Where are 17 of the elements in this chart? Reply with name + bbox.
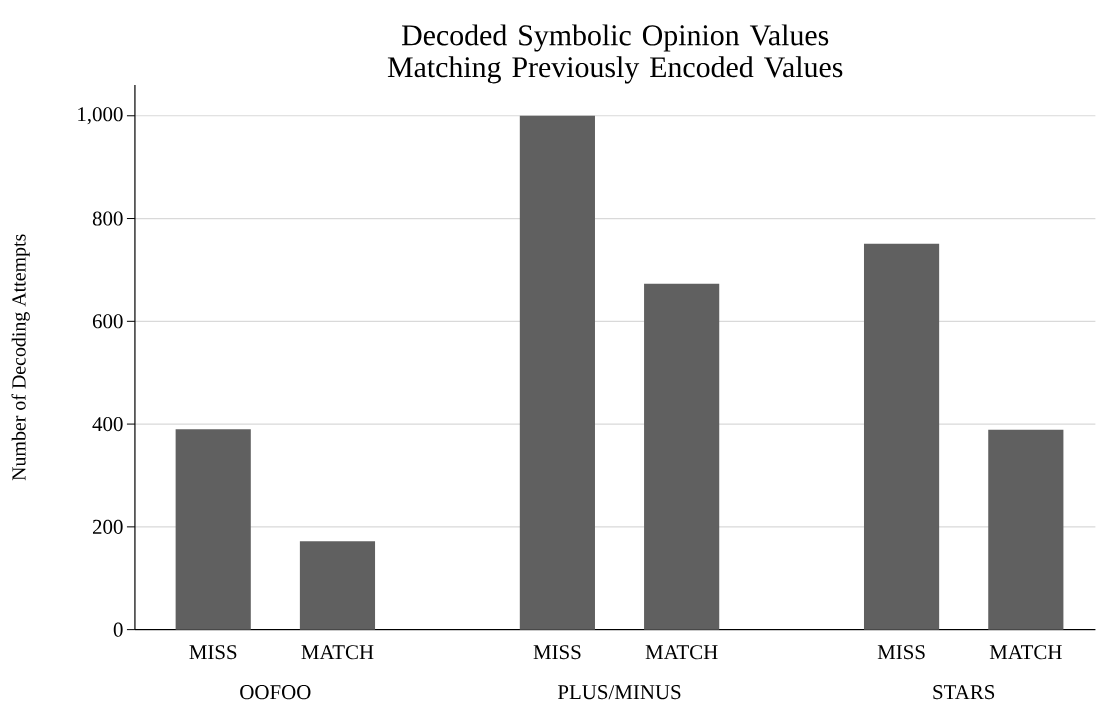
text: STARS [933, 685, 995, 700]
x-tick-label: MISS [533, 645, 581, 660]
text: PLUS/MINUS [557, 685, 681, 700]
x-tick-label: MATCH [645, 645, 718, 660]
x-tick-label: MATCH [989, 645, 1062, 660]
y-tick-label: 1,000 [78, 107, 123, 125]
text: OOFOO [240, 685, 311, 700]
y-axis-title: Number of Decoding Attempts [11, 234, 30, 481]
x-tick-label: MISS [189, 645, 237, 660]
y-tick-label: 400 [92, 417, 123, 432]
x-tick-label: MATCH [301, 645, 374, 660]
x-tick-label: MISS [877, 645, 925, 660]
chart-title: Decoded Symbolic Opinion Values Matching Previously Encoded Values [387, 24, 843, 84]
y-tick-label: 0 [113, 622, 123, 637]
y-tick-label: 200 [92, 520, 123, 535]
y-tick-label: 600 [92, 314, 123, 329]
y-tick-label: 800 [92, 211, 123, 226]
